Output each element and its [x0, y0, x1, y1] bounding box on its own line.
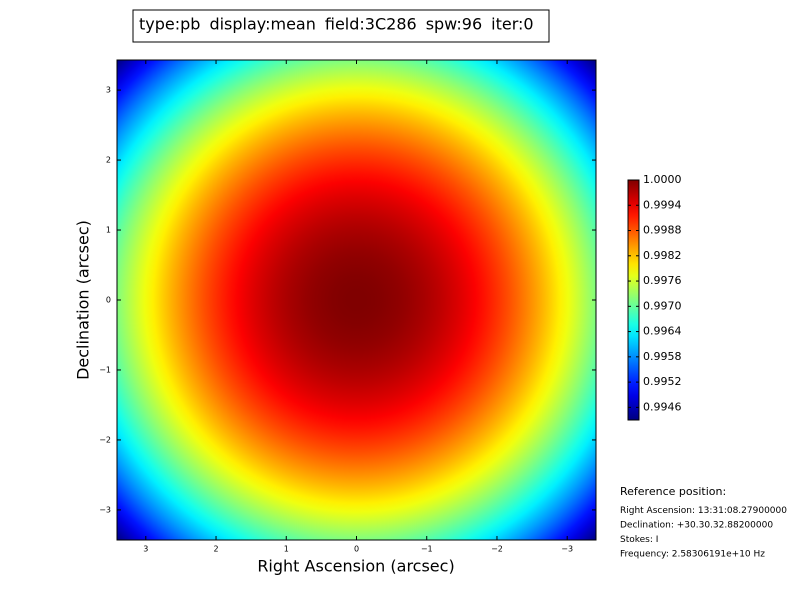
colorbar-tick-label: 0.9982 — [643, 249, 682, 262]
x-tick-label: 1 — [284, 545, 289, 554]
y-tick-label: −3 — [99, 505, 111, 514]
x-tick-label: 2 — [213, 545, 218, 554]
colorbar-tick-label: 0.9958 — [643, 350, 682, 363]
colorbar-tick-label: 0.9994 — [643, 198, 682, 211]
annotation: Right Ascension: 13:31:08.27900000 — [620, 506, 787, 516]
x-tick-label: −1 — [421, 545, 433, 554]
colorbar-tick-label: 0.9952 — [643, 375, 682, 388]
annotation: Frequency: 2.58306191e+10 Hz — [620, 550, 765, 560]
y-tick-label: −2 — [99, 435, 111, 444]
colorbar — [627, 179, 640, 421]
title-part: display:mean — [209, 15, 315, 34]
x-tick-label: 3 — [143, 545, 148, 554]
colorbar-tick-label: 1.0000 — [643, 173, 682, 186]
title-box — [132, 9, 550, 43]
y-tick-label: 1 — [106, 226, 111, 235]
colorbar-tick-label: 0.9976 — [643, 274, 682, 287]
colorbar-tick-label: 0.9988 — [643, 224, 682, 237]
annotation: Stokes: I — [620, 535, 658, 545]
annotation: Declination: +30.30.32.88200000 — [620, 521, 773, 531]
y-tick-label: 0 — [106, 296, 111, 305]
annotation: Reference position: — [620, 485, 726, 498]
title-part: type:pb — [139, 15, 200, 34]
title-part: iter:0 — [491, 15, 533, 34]
image — [117, 60, 596, 540]
x-axis-label: Right Ascension (arcsec) — [257, 557, 454, 576]
y-axis-label: Declination (arcsec) — [74, 220, 93, 380]
y-tick-label: −1 — [99, 365, 111, 374]
colorbar-tick-label: 0.9964 — [643, 325, 682, 338]
y-tick-label: 2 — [106, 156, 111, 165]
colorbar-tick-label: 0.9970 — [643, 299, 682, 312]
title-part: spw:96 — [426, 15, 482, 34]
colorbar-tick-label: 0.9946 — [643, 400, 682, 413]
title-part: field:3C286 — [325, 15, 417, 34]
x-tick-label: −3 — [561, 545, 573, 554]
y-tick-label: 3 — [106, 86, 111, 95]
x-tick-label: −2 — [491, 545, 503, 554]
x-tick-label: 0 — [354, 545, 359, 554]
